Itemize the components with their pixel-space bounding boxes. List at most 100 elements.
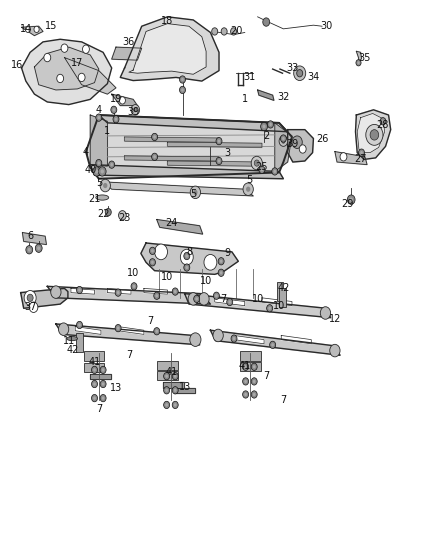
Circle shape	[77, 286, 82, 294]
Polygon shape	[258, 90, 274, 100]
Polygon shape	[357, 51, 361, 62]
Polygon shape	[185, 294, 331, 318]
Circle shape	[259, 166, 265, 174]
Circle shape	[133, 285, 135, 288]
Circle shape	[218, 140, 220, 143]
Polygon shape	[262, 298, 292, 306]
Text: 18: 18	[161, 16, 173, 26]
Polygon shape	[234, 335, 264, 344]
Circle shape	[216, 157, 222, 165]
Circle shape	[153, 135, 156, 139]
Text: 16: 16	[11, 60, 23, 70]
Bar	[276, 282, 283, 301]
Circle shape	[212, 28, 218, 35]
Circle shape	[180, 86, 186, 94]
Circle shape	[117, 291, 120, 294]
Text: 7: 7	[220, 294, 226, 304]
Circle shape	[251, 363, 257, 370]
Circle shape	[98, 116, 100, 119]
Circle shape	[164, 386, 170, 394]
Circle shape	[221, 28, 227, 35]
Circle shape	[185, 266, 188, 269]
Circle shape	[98, 161, 100, 165]
Polygon shape	[335, 151, 367, 165]
Bar	[157, 360, 178, 370]
Text: 21: 21	[88, 193, 101, 204]
Circle shape	[93, 382, 96, 386]
Polygon shape	[22, 232, 46, 245]
Polygon shape	[112, 94, 138, 106]
Polygon shape	[118, 327, 144, 334]
Circle shape	[246, 187, 251, 192]
Polygon shape	[56, 324, 200, 345]
Circle shape	[282, 139, 285, 143]
Circle shape	[347, 195, 355, 204]
Circle shape	[24, 290, 36, 305]
Circle shape	[165, 389, 168, 392]
Circle shape	[220, 271, 223, 274]
Text: 10: 10	[200, 276, 212, 286]
Text: 7: 7	[126, 350, 132, 360]
Circle shape	[233, 337, 235, 340]
Circle shape	[92, 394, 98, 402]
Circle shape	[190, 333, 201, 346]
Text: 24: 24	[166, 218, 178, 228]
Circle shape	[220, 260, 223, 263]
Circle shape	[218, 257, 224, 265]
Text: 8: 8	[186, 247, 192, 257]
Text: 23: 23	[118, 213, 131, 223]
Circle shape	[113, 108, 115, 111]
Text: 33: 33	[286, 63, 298, 73]
Circle shape	[251, 156, 262, 170]
Polygon shape	[103, 182, 253, 196]
Bar	[240, 351, 261, 360]
Circle shape	[271, 343, 274, 346]
Circle shape	[181, 88, 184, 92]
Polygon shape	[90, 374, 111, 379]
Circle shape	[216, 138, 222, 145]
Circle shape	[102, 368, 104, 372]
Circle shape	[111, 106, 117, 114]
Text: 34: 34	[307, 72, 320, 83]
Circle shape	[244, 365, 247, 368]
Circle shape	[380, 118, 386, 125]
Circle shape	[25, 26, 31, 33]
Circle shape	[151, 261, 154, 264]
Text: 2: 2	[263, 131, 269, 141]
Circle shape	[213, 329, 223, 342]
Text: 20: 20	[230, 27, 242, 36]
Polygon shape	[86, 115, 292, 179]
Text: 41: 41	[166, 367, 178, 377]
Circle shape	[103, 183, 107, 188]
Circle shape	[320, 306, 331, 319]
Bar	[84, 351, 104, 360]
Circle shape	[292, 136, 302, 149]
Text: 31: 31	[243, 72, 255, 83]
Circle shape	[228, 301, 231, 304]
Text: 41: 41	[88, 357, 101, 367]
Circle shape	[188, 293, 198, 305]
Polygon shape	[124, 137, 219, 142]
Circle shape	[340, 152, 347, 161]
Polygon shape	[167, 142, 262, 148]
Polygon shape	[174, 387, 194, 393]
Text: 27: 27	[354, 155, 367, 164]
Text: 1: 1	[104, 126, 110, 136]
Circle shape	[172, 373, 178, 380]
Text: 10: 10	[251, 294, 264, 304]
Bar	[76, 333, 83, 352]
Circle shape	[61, 44, 68, 52]
Text: 4: 4	[83, 147, 89, 157]
Circle shape	[230, 28, 237, 35]
Circle shape	[357, 61, 360, 64]
Circle shape	[269, 123, 272, 126]
Circle shape	[37, 246, 40, 250]
Circle shape	[190, 186, 201, 199]
Polygon shape	[167, 161, 262, 166]
Circle shape	[254, 160, 259, 166]
Circle shape	[115, 289, 121, 296]
Circle shape	[78, 73, 85, 82]
Text: 35: 35	[359, 53, 371, 62]
Circle shape	[152, 133, 158, 141]
Circle shape	[154, 292, 160, 300]
